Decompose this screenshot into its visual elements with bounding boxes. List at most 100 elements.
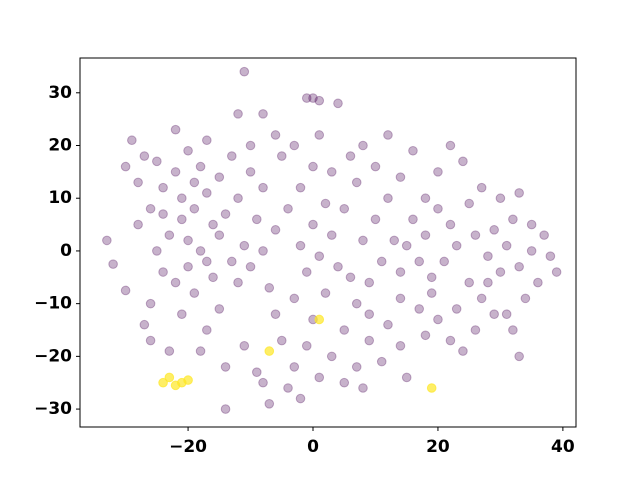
point	[314, 314, 325, 325]
point	[458, 346, 468, 356]
point	[420, 330, 431, 341]
point	[158, 377, 168, 388]
point	[514, 261, 524, 272]
point	[420, 193, 431, 204]
point	[464, 277, 474, 288]
point	[501, 240, 512, 251]
point	[239, 240, 250, 251]
point	[283, 383, 293, 393]
point	[426, 288, 437, 298]
point	[276, 151, 287, 161]
point	[233, 193, 243, 204]
point	[314, 95, 325, 106]
point	[139, 151, 150, 161]
point	[308, 219, 318, 230]
point	[170, 380, 181, 391]
point	[495, 267, 506, 277]
point	[351, 362, 362, 372]
point	[195, 161, 206, 172]
point	[183, 235, 193, 246]
point	[295, 393, 306, 404]
point	[177, 214, 187, 225]
point	[458, 156, 468, 167]
point	[551, 267, 562, 277]
point	[258, 377, 268, 388]
point	[214, 172, 225, 182]
point	[414, 304, 425, 314]
point	[401, 372, 412, 383]
point	[501, 309, 512, 319]
point	[401, 240, 412, 251]
point	[220, 404, 231, 414]
point	[470, 230, 481, 240]
point	[445, 140, 456, 151]
point	[276, 335, 287, 346]
point	[226, 151, 237, 161]
point	[358, 235, 368, 246]
plot-area	[80, 58, 576, 427]
point	[345, 151, 356, 161]
point	[145, 335, 156, 346]
point	[258, 182, 268, 193]
x-tick-label: 0	[307, 437, 319, 457]
point	[152, 246, 162, 256]
point	[389, 235, 400, 246]
point	[108, 259, 118, 269]
y-tick-label: 10	[48, 188, 72, 208]
point	[383, 193, 393, 204]
point	[351, 177, 362, 188]
point	[483, 251, 493, 262]
point	[383, 130, 393, 140]
point	[264, 283, 275, 293]
point	[495, 193, 506, 204]
point	[508, 325, 518, 335]
point	[489, 225, 499, 235]
point	[314, 251, 325, 262]
point	[270, 309, 281, 319]
point	[433, 203, 443, 214]
y-tick-label: −20	[34, 346, 72, 366]
y-tick-label: 0	[60, 241, 72, 261]
point	[433, 314, 443, 325]
point	[295, 240, 306, 251]
point	[326, 230, 337, 240]
point	[526, 219, 537, 230]
point	[508, 214, 518, 225]
point	[320, 288, 331, 298]
point	[364, 335, 375, 346]
point	[314, 372, 325, 383]
point	[451, 240, 462, 251]
y-tick-label: 20	[48, 136, 72, 156]
point	[170, 124, 181, 135]
y-tick-label: −30	[34, 399, 72, 419]
point	[383, 319, 393, 330]
point	[301, 341, 312, 351]
point	[395, 172, 406, 182]
point	[127, 135, 137, 146]
point	[270, 225, 281, 235]
point	[326, 167, 337, 177]
point	[376, 356, 387, 367]
point	[133, 177, 143, 188]
point	[245, 261, 256, 272]
point	[164, 230, 175, 240]
point	[102, 235, 112, 246]
point	[195, 246, 206, 256]
point	[208, 219, 218, 230]
point	[226, 256, 237, 267]
point	[202, 325, 212, 335]
point	[358, 383, 368, 393]
point	[239, 66, 250, 77]
point	[145, 203, 156, 214]
point	[214, 304, 225, 314]
point	[233, 277, 243, 288]
point	[295, 182, 306, 193]
point	[320, 198, 331, 209]
point	[283, 203, 293, 214]
point	[476, 293, 487, 304]
point	[514, 188, 524, 198]
x-tick-label: 40	[551, 437, 575, 457]
point	[202, 188, 212, 198]
point	[483, 277, 493, 288]
point	[264, 399, 275, 409]
